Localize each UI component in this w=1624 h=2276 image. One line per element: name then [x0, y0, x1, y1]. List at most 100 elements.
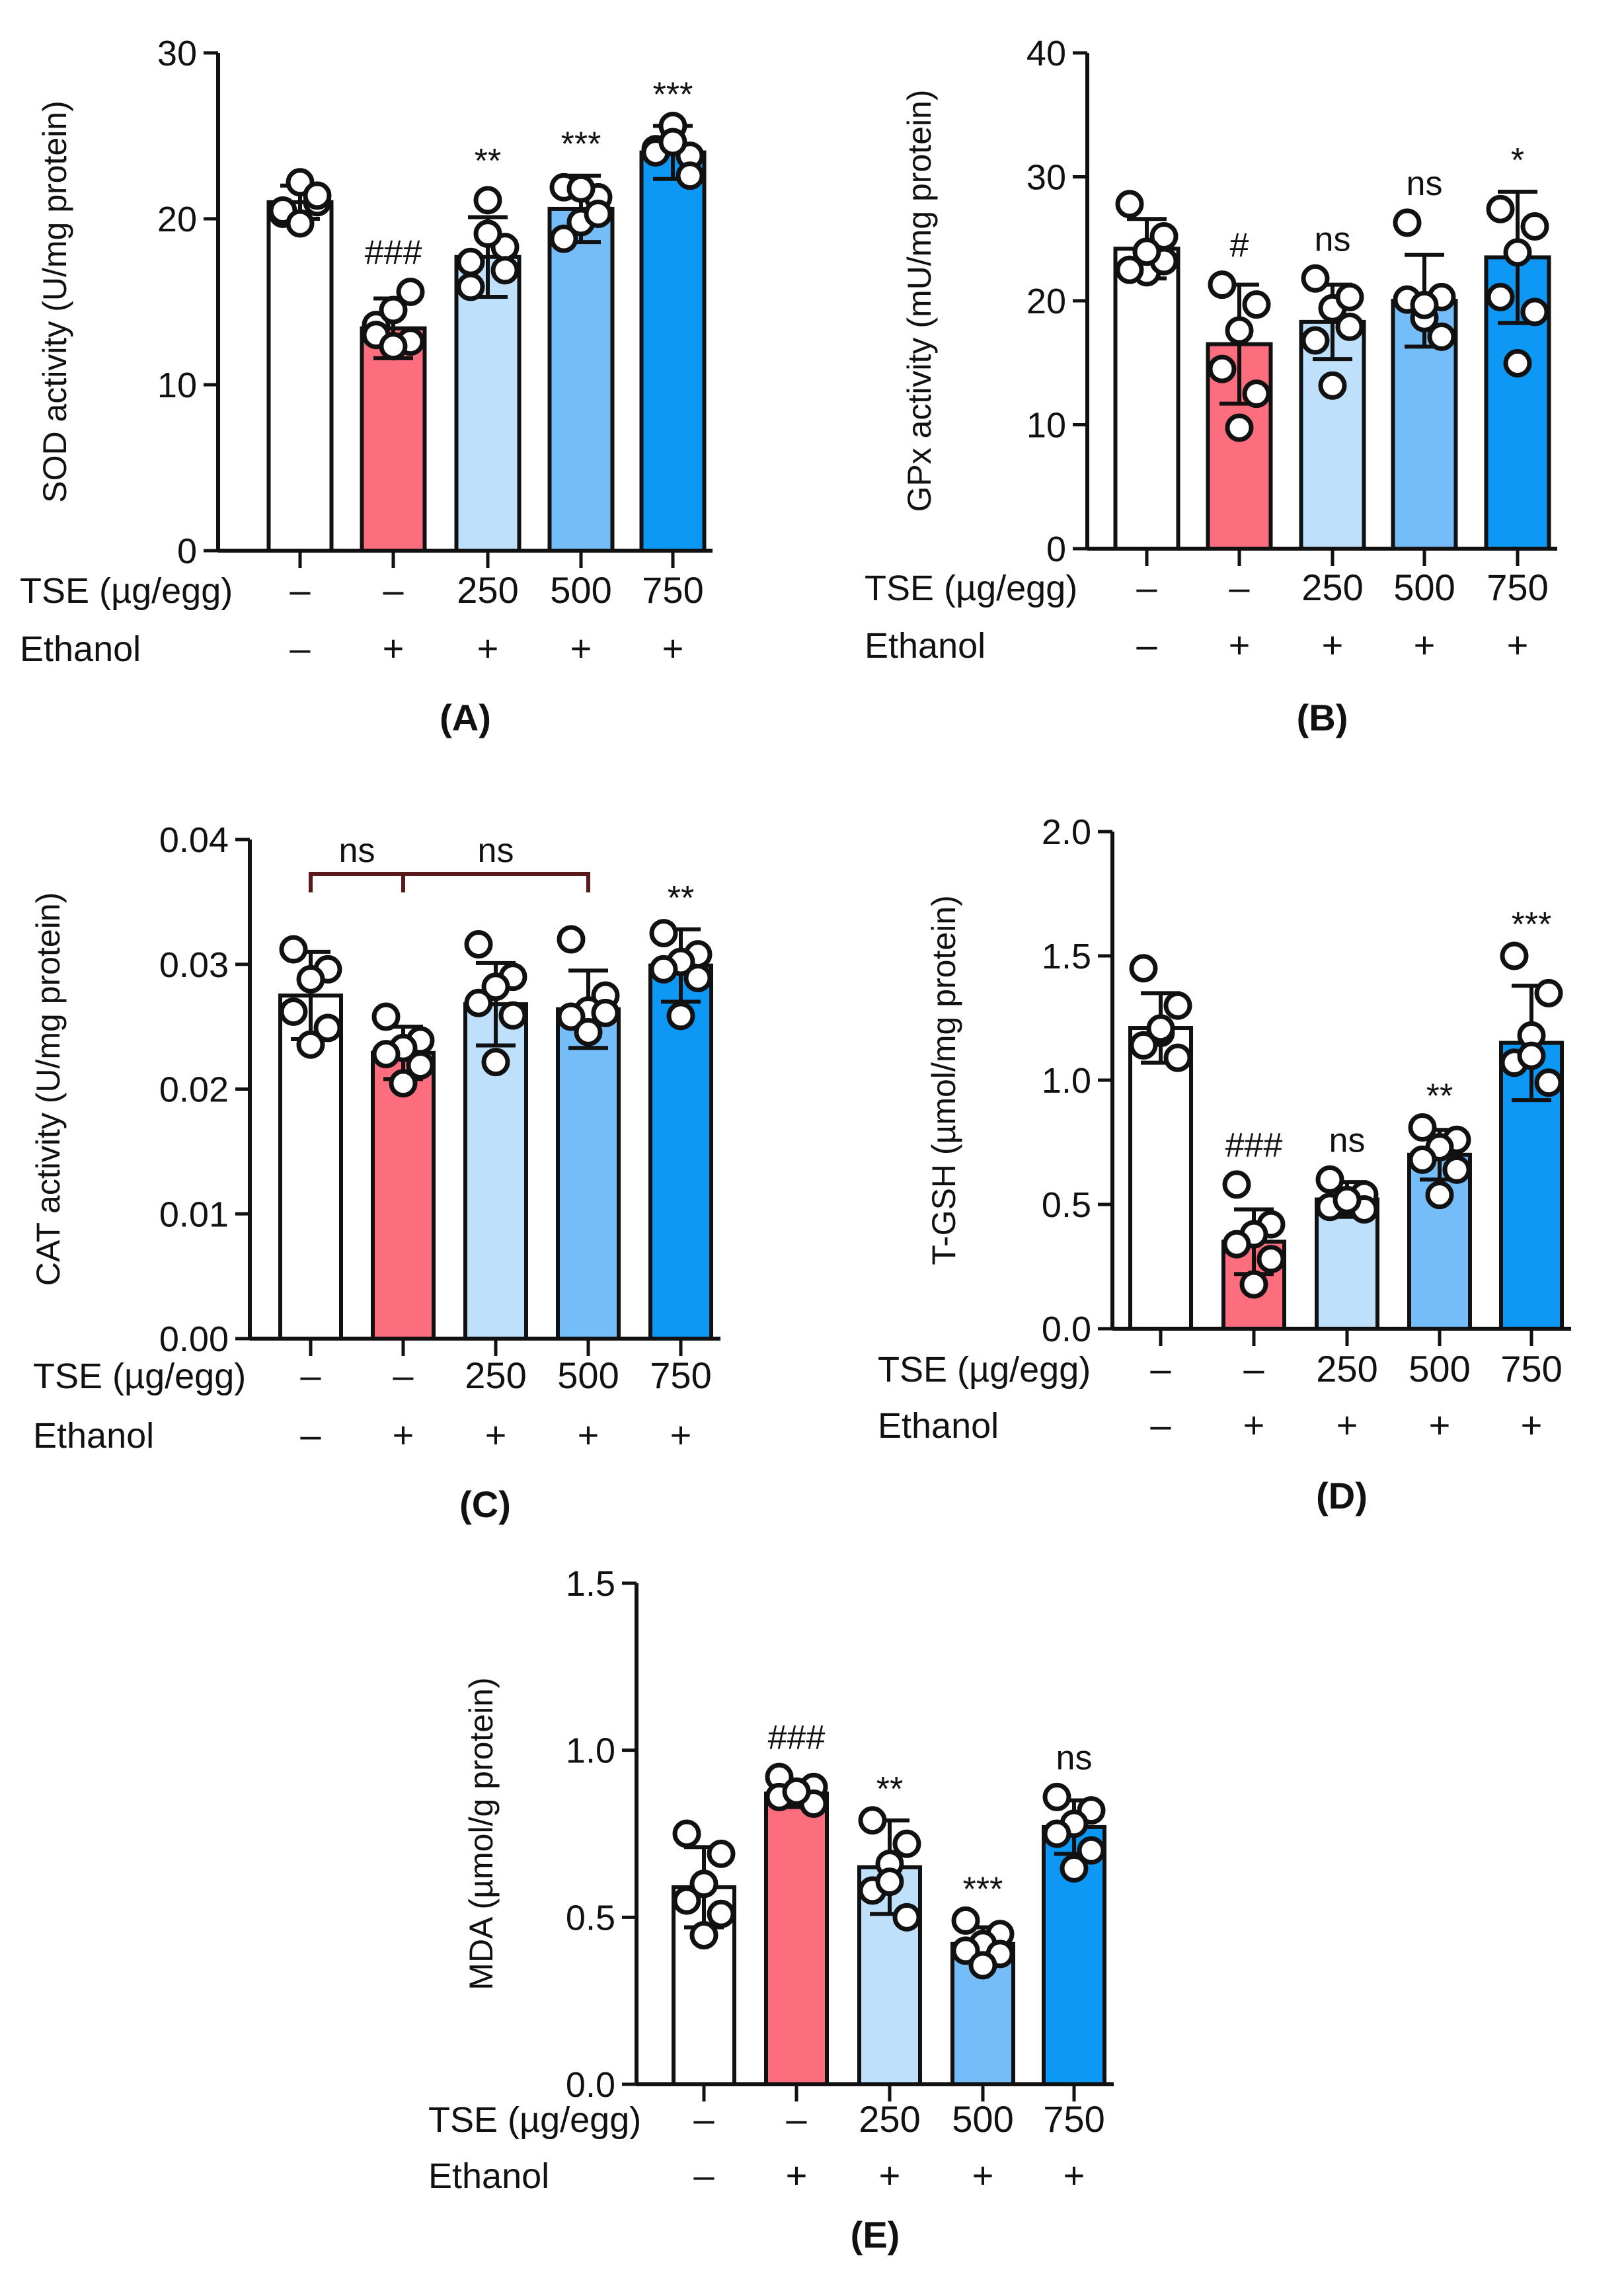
- treatment-cell: +: [570, 627, 592, 669]
- y-tick-label: 30: [1026, 158, 1066, 198]
- data-point: [473, 219, 502, 249]
- data-point: [649, 955, 678, 984]
- data-point: [951, 1906, 980, 1935]
- treatment-cell: 500: [1409, 1348, 1470, 1390]
- bracket-label: ns: [478, 832, 514, 870]
- data-point: [1503, 238, 1532, 267]
- y-tick-label: 0.00: [159, 1319, 229, 1359]
- tse-row-label: TSE (µg/egg): [865, 569, 1077, 608]
- treatment-cell: 250: [457, 569, 518, 611]
- data-point: [371, 1040, 401, 1069]
- y-tick-label: 20: [157, 200, 197, 239]
- data-point: [875, 1867, 904, 1897]
- data-point: [1408, 1113, 1437, 1142]
- bar-1: [266, 200, 334, 553]
- data-point: [296, 964, 325, 994]
- treatment-cell: –: [300, 1354, 321, 1396]
- data-point: [1115, 190, 1144, 219]
- treatment-cell: –: [383, 569, 404, 611]
- treatment-cell: 250: [1301, 567, 1363, 608]
- ethanol-row-label: Ethanol: [20, 629, 141, 669]
- y-axis-title: MDA (µmol/g protein): [463, 1677, 500, 1990]
- treatment-cell: 750: [642, 569, 703, 611]
- y-tick-label: 0.0: [1042, 1310, 1091, 1349]
- data-point: [1132, 237, 1161, 266]
- significance-label: ns: [1407, 165, 1443, 203]
- treatment-cell: –: [1150, 1404, 1171, 1446]
- y-tick-label: 2.0: [1042, 812, 1091, 852]
- ethanol-row-label: Ethanol: [865, 626, 986, 666]
- data-point: [313, 1013, 342, 1042]
- data-point: [1301, 264, 1330, 293]
- data-point: [892, 1903, 921, 1932]
- data-point: [968, 1951, 997, 1980]
- significance-label: #: [1230, 227, 1249, 265]
- data-point: [672, 1819, 701, 1848]
- data-point: [892, 1829, 921, 1858]
- data-point: [1225, 316, 1254, 345]
- data-point: [1408, 1145, 1437, 1174]
- treatment-cell: –: [1136, 624, 1157, 666]
- y-tick-label: 1.0: [566, 1731, 615, 1771]
- treatment-cell: +: [578, 1414, 599, 1456]
- y-tick-label: 0.5: [1042, 1185, 1091, 1225]
- data-point: [591, 998, 620, 1027]
- significance-label: ns: [1315, 220, 1351, 258]
- treatment-cell: –: [290, 569, 311, 611]
- data-point: [1503, 349, 1532, 377]
- significance-label: ###: [1225, 1126, 1283, 1165]
- data-point: [666, 1001, 695, 1031]
- panel-label: (B): [1297, 697, 1348, 738]
- panel-label: (C): [459, 1483, 511, 1525]
- y-axis-title: GPx activity (mU/mg protein): [901, 89, 938, 512]
- data-point: [406, 1051, 435, 1080]
- data-point: [389, 1069, 418, 1098]
- data-point: [689, 1869, 718, 1899]
- data-point: [658, 128, 687, 157]
- data-point: [490, 256, 520, 285]
- data-point: [456, 247, 485, 276]
- data-point: [1335, 312, 1364, 341]
- y-tick-label: 30: [157, 34, 197, 73]
- treatment-cell: –: [693, 2098, 715, 2140]
- treatment-cell: +: [383, 627, 405, 669]
- data-point: [689, 1920, 718, 1949]
- treatment-cell: +: [1322, 624, 1344, 666]
- y-tick-label: 1.5: [566, 1564, 615, 1604]
- data-point: [1486, 282, 1515, 311]
- data-point: [1335, 282, 1364, 311]
- ethanol-row-label: Ethanol: [33, 1416, 154, 1456]
- treatment-cell: –: [393, 1354, 414, 1396]
- treatment-cell: 750: [1500, 1348, 1562, 1390]
- significance-label: ***: [1512, 906, 1552, 944]
- data-point: [1146, 1014, 1175, 1043]
- y-tick-label: 0.03: [159, 945, 229, 985]
- y-axis-title: T-GSH (µmol/mg protein): [925, 895, 962, 1265]
- data-point: [649, 919, 678, 948]
- bar-4: [556, 1007, 621, 1341]
- data-point: [1042, 1782, 1071, 1811]
- data-point: [1442, 1155, 1471, 1184]
- treatment-cell: 750: [650, 1354, 711, 1396]
- treatment-cell: –: [1136, 567, 1157, 608]
- bracket-label: ns: [339, 832, 375, 870]
- panel-label: (A): [440, 697, 491, 738]
- treatment-cell: +: [1243, 1404, 1265, 1446]
- data-point: [1410, 290, 1439, 319]
- y-tick-label: 10: [157, 366, 197, 405]
- data-point: [1077, 1836, 1106, 1865]
- treatment-cell: +: [477, 627, 499, 669]
- significance-label: ***: [561, 126, 601, 164]
- data-point: [1427, 322, 1456, 351]
- treatment-cell: –: [786, 2098, 807, 2140]
- bar-1: [1113, 247, 1180, 551]
- data-point: [1315, 1165, 1344, 1194]
- significance-label: **: [668, 879, 694, 918]
- bar-2: [360, 326, 427, 553]
- treatment-cell: +: [662, 627, 684, 669]
- bar-2: [371, 1050, 436, 1341]
- treatment-cell: 500: [550, 569, 611, 611]
